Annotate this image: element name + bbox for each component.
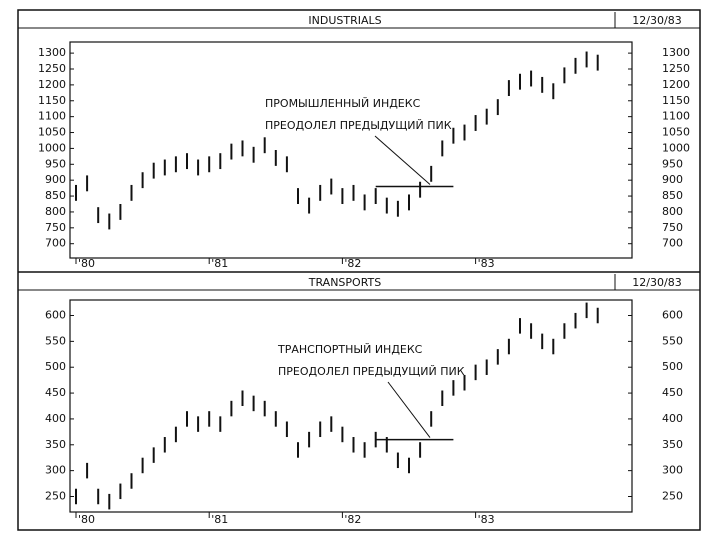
y2-tick-label: 450 <box>662 386 683 399</box>
x-tick-label: '80 <box>78 257 95 270</box>
y2-tick-label: 1200 <box>662 78 690 91</box>
y2-tick-label: 750 <box>662 221 683 234</box>
y2-tick-label: 300 <box>662 464 683 477</box>
y2-tick-label: 550 <box>662 334 683 347</box>
x-tick-label: '82 <box>344 513 361 526</box>
x-tick-label: '82 <box>344 257 361 270</box>
panel-date: 12/30/83 <box>632 276 681 289</box>
y-tick-label: 350 <box>45 438 66 451</box>
annotation-arrow <box>387 381 431 438</box>
y2-tick-label: 1000 <box>662 141 690 154</box>
x-tick-label: '81 <box>211 513 228 526</box>
y2-tick-label: 700 <box>662 237 683 250</box>
y2-tick-label: 500 <box>662 360 683 373</box>
panel-date: 12/30/83 <box>632 14 681 27</box>
annotation: ПРЕОДОЛЕЛ ПРЕДЫДУЩИЙ ПИК <box>265 119 452 132</box>
y2-tick-label: 1100 <box>662 110 690 123</box>
y-tick-label: 1100 <box>38 110 66 123</box>
y2-tick-label: 1250 <box>662 62 690 75</box>
y-tick-label: 850 <box>45 189 66 202</box>
y-tick-label: 400 <box>45 412 66 425</box>
y-tick-label: 450 <box>45 386 66 399</box>
panel-title: INDUSTRIALS <box>308 14 381 27</box>
y2-tick-label: 1050 <box>662 126 690 139</box>
panel-title: TRANSPORTS <box>308 276 382 289</box>
annotation-arrow <box>374 135 431 185</box>
x-tick-label: '81 <box>211 257 228 270</box>
plot-frame <box>69 299 633 513</box>
annotation: ТРАНСПОРТНЫЙ ИНДЕКС <box>277 343 423 356</box>
y-tick-label: 1250 <box>38 62 66 75</box>
y-tick-label: 1200 <box>38 78 66 91</box>
outer-frame <box>17 9 701 531</box>
y-tick-label: 1050 <box>38 126 66 139</box>
y-tick-label: 300 <box>45 464 66 477</box>
y-tick-label: 550 <box>45 334 66 347</box>
y-tick-label: 1150 <box>38 94 66 107</box>
y2-tick-label: 1300 <box>662 46 690 59</box>
y-tick-label: 600 <box>45 309 66 322</box>
y2-tick-label: 850 <box>662 189 683 202</box>
y-tick-label: 750 <box>45 221 66 234</box>
y-tick-label: 250 <box>45 489 66 502</box>
x-tick-label: '83 <box>478 513 495 526</box>
x-tick-label: '80 <box>78 513 95 526</box>
y-tick-label: 1000 <box>38 141 66 154</box>
y-tick-label: 500 <box>45 360 66 373</box>
annotation: ПРОМЫШЛЕННЫЙ ИНДЕКС <box>265 97 421 110</box>
y2-tick-label: 600 <box>662 309 683 322</box>
annotation: ПРЕОДОЛЕЛ ПРЕДЫДУЩИЙ ПИК <box>278 365 465 378</box>
y2-tick-label: 250 <box>662 489 683 502</box>
y2-tick-label: 900 <box>662 173 683 186</box>
y-tick-label: 1300 <box>38 46 66 59</box>
y2-tick-label: 350 <box>662 438 683 451</box>
y-tick-label: 950 <box>45 157 66 170</box>
y2-tick-label: 950 <box>662 157 683 170</box>
y2-tick-label: 1150 <box>662 94 690 107</box>
y-tick-label: 700 <box>45 237 66 250</box>
y-tick-label: 800 <box>45 205 66 218</box>
x-tick-label: '83 <box>478 257 495 270</box>
y2-tick-label: 800 <box>662 205 683 218</box>
y2-tick-label: 400 <box>662 412 683 425</box>
y-tick-label: 900 <box>45 173 66 186</box>
plot-frame <box>69 41 633 259</box>
